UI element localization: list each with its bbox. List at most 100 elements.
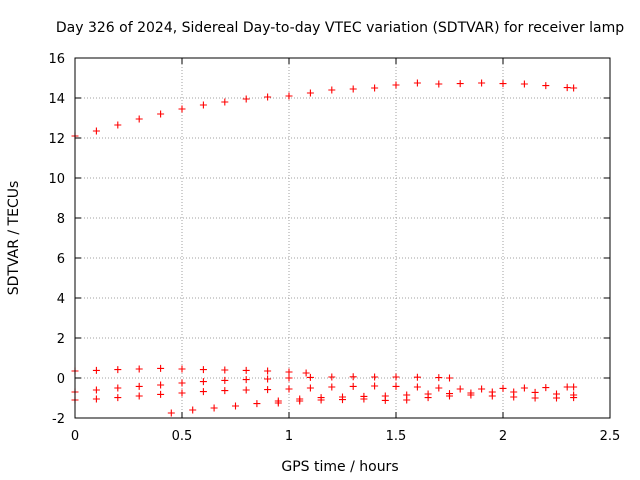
data-point [570,84,578,92]
data-point [456,80,464,88]
data-point [242,376,250,384]
x-tick-label: 0 [71,429,79,444]
x-tick-label: 2.5 [600,429,621,444]
data-point [478,79,486,87]
data-point [371,373,379,381]
data-point [339,396,346,404]
data-point [210,404,218,412]
data-point [542,82,550,90]
data-point [446,392,453,400]
data-series [71,79,578,417]
data-point [531,394,539,402]
data-point [542,384,550,392]
data-point [285,374,293,382]
data-point [232,402,239,410]
data-point [178,105,186,113]
data-point [478,385,486,393]
data-point [328,383,336,391]
y-tick-label: 6 [57,252,65,267]
data-point [242,366,250,374]
x-tick-label: 0.5 [172,429,193,444]
data-point [178,389,186,397]
data-point [413,373,421,381]
data-point [563,84,571,92]
data-point [114,366,122,374]
y-tick-label: 12 [48,132,65,147]
data-point [306,373,314,381]
axis-ticks [74,57,611,419]
y-tick-label: 0 [57,372,65,387]
data-point [349,382,357,390]
data-point [499,80,507,88]
data-point [328,86,336,94]
data-point [264,375,272,383]
data-point [92,366,100,374]
data-point [285,92,293,100]
data-point [221,387,229,395]
data-point [570,394,578,402]
data-point [456,385,464,393]
data-point [413,383,421,391]
data-point [242,386,250,394]
data-point [499,384,507,392]
data-point [520,384,528,392]
data-point [328,373,336,381]
data-point [302,369,310,377]
data-point [221,98,229,106]
chart-title: Day 326 of 2024, Sidereal Day-to-day VTE… [56,20,624,36]
series-satellite-c [71,373,453,396]
data-point [167,409,175,417]
y-axis-label: SDTVAR / TECUs [6,181,22,296]
data-point [135,365,143,373]
plot-frame [74,57,611,419]
data-point [157,381,165,389]
data-point [157,110,165,118]
data-point [135,115,143,123]
data-point [510,393,518,401]
data-point [570,383,578,391]
data-point [435,80,443,88]
y-tick-label: 16 [48,52,65,67]
data-point [114,384,122,392]
x-tick-label: 1 [285,429,293,444]
data-point [317,396,325,404]
series-satellite-e [167,388,578,417]
data-point [92,127,100,135]
data-point [413,79,421,87]
data-point [446,374,453,382]
data-point [424,394,432,402]
series-satellite-f [274,391,578,407]
data-point [371,382,379,390]
data-point [221,376,229,384]
data-point [242,95,250,103]
data-point [114,394,122,402]
data-point [114,121,122,129]
data-point [392,382,400,390]
series-satellite-a [71,79,578,140]
data-point [221,366,229,374]
data-point [157,390,165,398]
data-point [264,367,272,375]
data-point [435,374,443,382]
data-point [199,101,207,109]
data-point [189,406,197,414]
data-point [403,396,411,404]
data-point [285,385,293,393]
data-point [135,382,143,390]
data-point [306,384,314,392]
data-point [360,395,368,403]
data-point [371,84,379,92]
data-point [488,392,496,400]
data-point [199,388,207,396]
data-point [285,368,293,376]
data-point [199,378,207,386]
data-point [392,81,400,89]
data-point [92,386,100,394]
data-point [435,384,443,392]
data-point [563,383,571,391]
data-point [392,373,400,381]
y-tick-label: 14 [48,92,65,107]
y-tick-label: -2 [52,412,65,427]
y-tick-labels: -2 0 2 4 6 8 10 12 14 16 [48,52,65,427]
